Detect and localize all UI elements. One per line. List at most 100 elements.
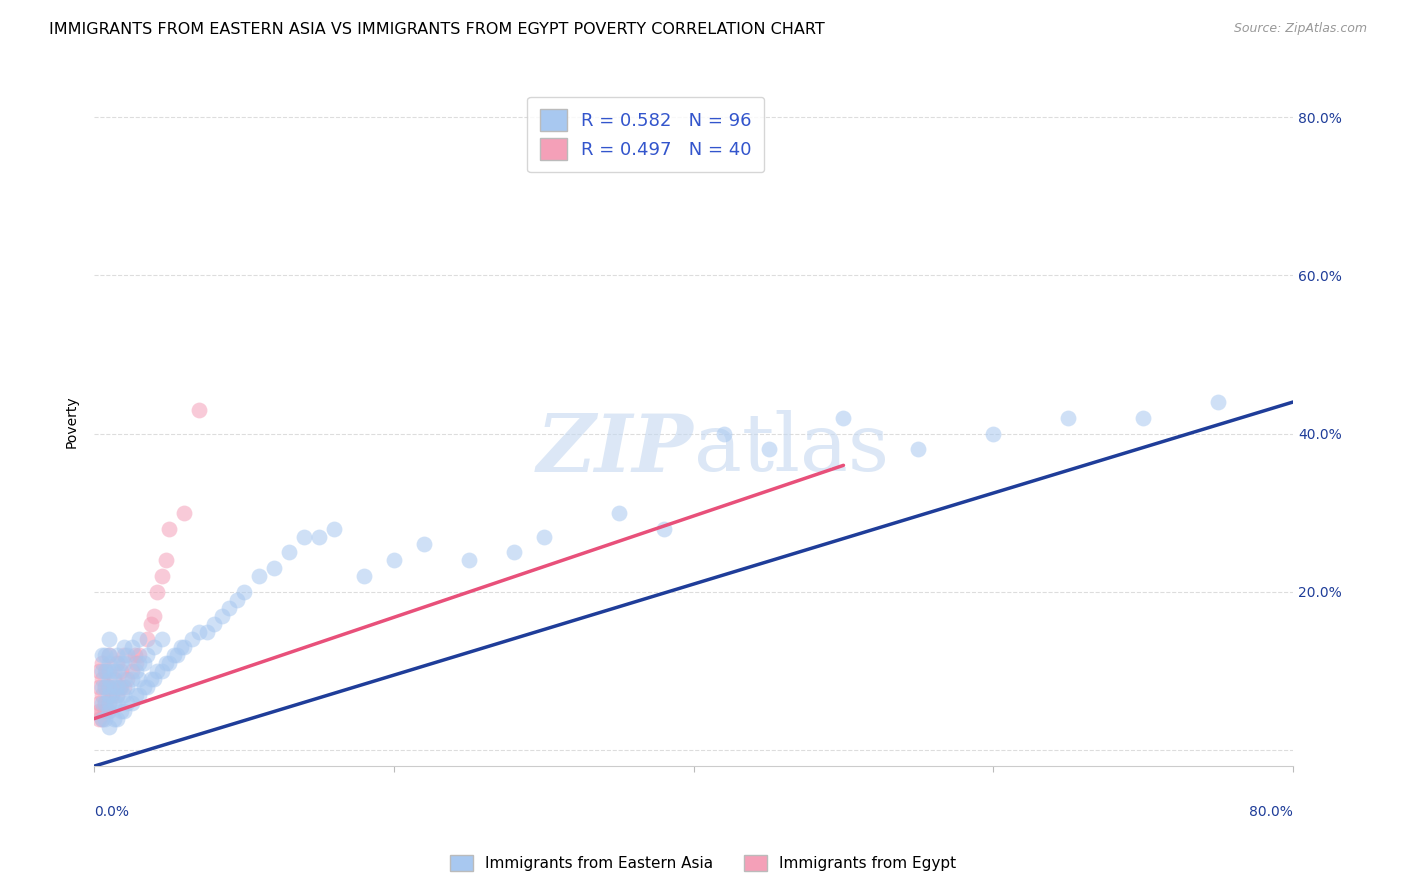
Point: [105, 712, 128, 726]
Point: [112, 680, 135, 694]
Text: Source: ZipAtlas.com: Source: ZipAtlas.com: [1233, 22, 1367, 36]
Point: [98, 657, 121, 671]
Point: [98, 680, 121, 694]
Y-axis label: Poverty: Poverty: [65, 395, 79, 448]
Point: [98, 672, 121, 686]
Point: [98, 720, 121, 734]
Point: [173, 640, 195, 655]
Point: [382, 553, 405, 567]
Point: [1206, 395, 1229, 409]
Point: [112, 657, 135, 671]
Point: [652, 522, 675, 536]
Point: [128, 688, 150, 702]
Point: [353, 569, 375, 583]
Point: [155, 657, 177, 671]
Point: [98, 696, 121, 710]
Text: 80.0%: 80.0%: [1249, 805, 1294, 819]
Point: [103, 696, 125, 710]
Point: [90, 696, 112, 710]
Point: [98, 632, 121, 647]
Point: [981, 426, 1004, 441]
Point: [188, 624, 211, 639]
Legend: R = 0.582   N = 96, R = 0.497   N = 40: R = 0.582 N = 96, R = 0.497 N = 40: [527, 97, 765, 172]
Point: [150, 569, 173, 583]
Point: [132, 657, 155, 671]
Point: [98, 664, 121, 678]
Point: [105, 696, 128, 710]
Point: [233, 585, 256, 599]
Point: [155, 553, 177, 567]
Point: [93, 696, 115, 710]
Point: [195, 624, 218, 639]
Point: [108, 680, 131, 694]
Point: [412, 537, 434, 551]
Point: [125, 657, 148, 671]
Point: [90, 648, 112, 663]
Point: [502, 545, 524, 559]
Point: [125, 688, 148, 702]
Point: [93, 696, 115, 710]
Point: [121, 664, 143, 678]
Point: [128, 672, 150, 686]
Point: [170, 640, 193, 655]
Text: atlas: atlas: [693, 410, 889, 488]
Point: [90, 664, 112, 678]
Point: [121, 640, 143, 655]
Point: [166, 648, 188, 663]
Point: [90, 688, 112, 702]
Point: [103, 664, 125, 678]
Point: [98, 704, 121, 718]
Point: [98, 648, 121, 663]
Point: [128, 632, 150, 647]
Point: [225, 593, 247, 607]
Point: [143, 640, 166, 655]
Point: [93, 680, 115, 694]
Point: [292, 530, 315, 544]
Point: [150, 664, 173, 678]
Point: [173, 506, 195, 520]
Point: [143, 672, 166, 686]
Point: [132, 680, 155, 694]
Point: [115, 648, 138, 663]
Text: 0.0%: 0.0%: [94, 805, 129, 819]
Point: [157, 657, 180, 671]
Legend: Immigrants from Eastern Asia, Immigrants from Egypt: Immigrants from Eastern Asia, Immigrants…: [444, 849, 962, 877]
Point: [112, 672, 135, 686]
Point: [87, 712, 110, 726]
Point: [112, 704, 135, 718]
Point: [93, 704, 115, 718]
Point: [121, 696, 143, 710]
Point: [121, 672, 143, 686]
Point: [713, 426, 735, 441]
Point: [115, 680, 138, 694]
Point: [115, 696, 138, 710]
Point: [150, 632, 173, 647]
Point: [211, 608, 233, 623]
Point: [146, 585, 169, 599]
Point: [105, 688, 128, 702]
Point: [135, 680, 157, 694]
Point: [457, 553, 479, 567]
Point: [105, 664, 128, 678]
Point: [90, 680, 112, 694]
Point: [180, 632, 202, 647]
Point: [103, 680, 125, 694]
Point: [188, 403, 211, 417]
Point: [202, 616, 225, 631]
Point: [98, 648, 121, 663]
Point: [278, 545, 301, 559]
Point: [162, 648, 184, 663]
Point: [87, 680, 110, 694]
Point: [758, 442, 780, 457]
Point: [124, 648, 146, 663]
Point: [87, 664, 110, 678]
Point: [110, 704, 132, 718]
Point: [103, 712, 125, 726]
Point: [112, 688, 135, 702]
Text: IMMIGRANTS FROM EASTERN ASIA VS IMMIGRANTS FROM EGYPT POVERTY CORRELATION CHART: IMMIGRANTS FROM EASTERN ASIA VS IMMIGRAN…: [49, 22, 825, 37]
Point: [128, 648, 150, 663]
Point: [218, 600, 240, 615]
Point: [832, 410, 855, 425]
Point: [146, 664, 169, 678]
Point: [101, 688, 124, 702]
